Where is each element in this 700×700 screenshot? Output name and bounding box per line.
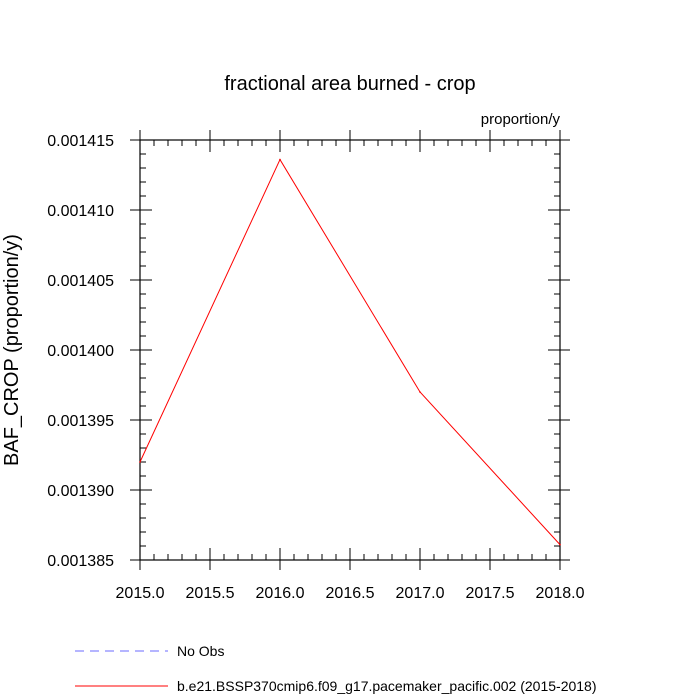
series-layer [139, 158, 561, 546]
series-line [139, 158, 561, 545]
plot-frame [139, 139, 561, 561]
units-label: proportion/y [481, 111, 561, 128]
x-tick-label: 2017.5 [466, 585, 515, 602]
data-point [139, 461, 141, 463]
y-tick-label: 0.001400 [47, 343, 114, 360]
y-tick-label: 0.001415 [47, 133, 114, 150]
x-tick-label: 2018.0 [536, 585, 585, 602]
y-tick-label: 0.001405 [47, 273, 114, 290]
x-tick-label: 2017.0 [396, 585, 445, 602]
data-point [419, 391, 421, 393]
data-point [559, 543, 561, 546]
y-tick-label: 0.001385 [47, 553, 114, 570]
plot-area: 2015.0 2015.5 2016.0 2016.5 2017.0 2017.5 2018… [47, 130, 585, 602]
data-point [279, 158, 281, 161]
x-tick-label: 2015.0 [116, 585, 165, 602]
x-tick-label: 2016.0 [256, 585, 305, 602]
chart-title: fractional area burned - crop [224, 73, 475, 95]
legend-label: b.e21.BSSP370cmip6.f09_g17.pacemaker_pac… [177, 678, 597, 694]
y-tick-label: 0.001390 [47, 483, 114, 500]
x-tick-label: 2015.5 [186, 585, 235, 602]
legend-label: No Obs [177, 643, 224, 659]
y-tick-label: 0.001395 [47, 413, 114, 430]
x-tick-label: 2016.5 [326, 585, 375, 602]
y-axis-label: BAF_CROP (proportion/y) [1, 234, 23, 466]
y-tick-label: 0.001410 [47, 203, 114, 220]
legend: No Obs b.e21.BSSP370cmip6.f09_g17.pacemak… [75, 643, 597, 694]
